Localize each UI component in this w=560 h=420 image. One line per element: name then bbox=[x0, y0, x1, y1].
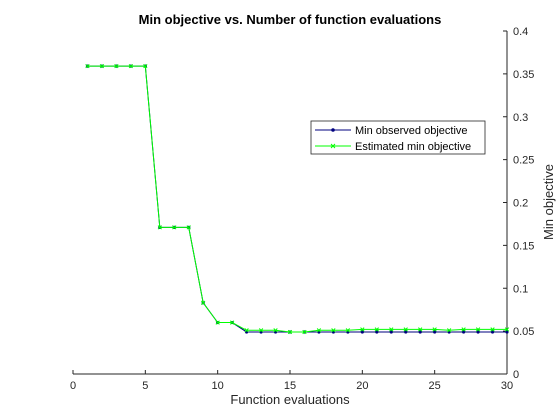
legend-label-estimated-min: Estimated min objective bbox=[355, 141, 471, 153]
point-min-observed-objective bbox=[433, 330, 437, 334]
point-estimated-min-objective bbox=[186, 225, 191, 230]
legend: Min observed objective Estimated min obj… bbox=[310, 120, 486, 155]
y-axis-label: Min objective bbox=[541, 164, 556, 240]
x-tick-label: 25 bbox=[429, 380, 441, 392]
y-tick-label: 0.05 bbox=[513, 326, 534, 338]
point-estimated-min-objective bbox=[99, 64, 105, 69]
legend-marker-estimated-min bbox=[330, 143, 336, 149]
point-estimated-min-objective bbox=[273, 328, 278, 333]
point-estimated-min-objective bbox=[345, 328, 351, 333]
x-tick-label: 0 bbox=[70, 380, 76, 392]
point-estimated-min-objective bbox=[504, 327, 510, 332]
y-ticks: 0 0.05 0.1 0.15 0.2 0.25 0.3 0.35 0.4 bbox=[503, 26, 534, 381]
point-estimated-min-objective bbox=[157, 225, 162, 230]
point-estimated-min-objective bbox=[331, 328, 336, 333]
point-estimated-min-objective bbox=[302, 329, 307, 335]
x-tick-label: 30 bbox=[501, 380, 513, 392]
point-estimated-min-objective bbox=[389, 327, 394, 332]
point-min-observed-objective bbox=[505, 330, 509, 334]
legend-box bbox=[310, 120, 486, 155]
point-estimated-min-objective bbox=[114, 64, 119, 69]
point-estimated-min-objective bbox=[316, 328, 322, 333]
point-min-observed-objective bbox=[375, 330, 379, 334]
point-estimated-min-objective bbox=[374, 327, 379, 332]
y-tick-label: 0.2 bbox=[513, 198, 528, 210]
point-estimated-min-objective bbox=[403, 327, 408, 332]
point-estimated-min-objective bbox=[143, 64, 148, 69]
point-min-observed-objective bbox=[418, 330, 422, 334]
y-tick-label: 0 bbox=[513, 369, 519, 381]
y-tick-label: 0.15 bbox=[513, 240, 534, 252]
point-estimated-min-objective bbox=[229, 320, 235, 325]
legend-marker-min-observed bbox=[331, 128, 335, 132]
y-tick-label: 0.4 bbox=[513, 26, 528, 38]
point-estimated-min-objective bbox=[172, 225, 177, 230]
point-estimated-min-objective bbox=[418, 327, 423, 332]
point-min-observed-objective bbox=[360, 330, 364, 334]
y-tick-label: 0.3 bbox=[513, 112, 528, 124]
point-estimated-min-objective bbox=[85, 64, 90, 69]
y-tick-label: 0.35 bbox=[513, 69, 534, 81]
point-estimated-min-objective bbox=[446, 328, 452, 333]
x-tick-label: 5 bbox=[142, 380, 148, 392]
point-estimated-min-objective bbox=[201, 300, 206, 305]
point-estimated-min-objective bbox=[128, 64, 134, 69]
x-ticks: 0 5 10 15 20 25 30 bbox=[70, 370, 513, 392]
x-tick-label: 20 bbox=[356, 380, 368, 392]
point-estimated-min-objective bbox=[258, 328, 264, 333]
point-estimated-min-objective bbox=[360, 327, 365, 332]
point-estimated-min-objective bbox=[244, 328, 249, 333]
y-tick-label: 0.25 bbox=[513, 155, 534, 167]
point-estimated-min-objective bbox=[432, 327, 437, 332]
x-tick-label: 15 bbox=[284, 380, 296, 392]
x-tick-label: 10 bbox=[212, 380, 224, 392]
chart-title: Min objective vs. Number of function eva… bbox=[139, 12, 442, 27]
point-min-observed-objective bbox=[462, 330, 466, 334]
point-estimated-min-objective bbox=[215, 320, 220, 325]
point-min-observed-objective bbox=[389, 330, 393, 334]
series-layer bbox=[85, 64, 510, 335]
point-estimated-min-objective bbox=[461, 327, 466, 332]
series-line-estimated-min-objective bbox=[87, 65, 507, 333]
point-estimated-min-objective bbox=[475, 327, 481, 332]
y-tick-label: 0.1 bbox=[513, 283, 528, 295]
point-estimated-min-objective bbox=[287, 329, 293, 335]
point-min-observed-objective bbox=[490, 330, 495, 334]
point-min-observed-objective bbox=[476, 330, 480, 334]
plot-area bbox=[73, 31, 507, 374]
point-estimated-min-objective bbox=[490, 327, 495, 332]
x-axis-label: Function evaluations bbox=[230, 392, 350, 407]
legend-label-min-observed: Min observed objective bbox=[355, 125, 468, 137]
point-min-observed-objective bbox=[404, 330, 408, 334]
